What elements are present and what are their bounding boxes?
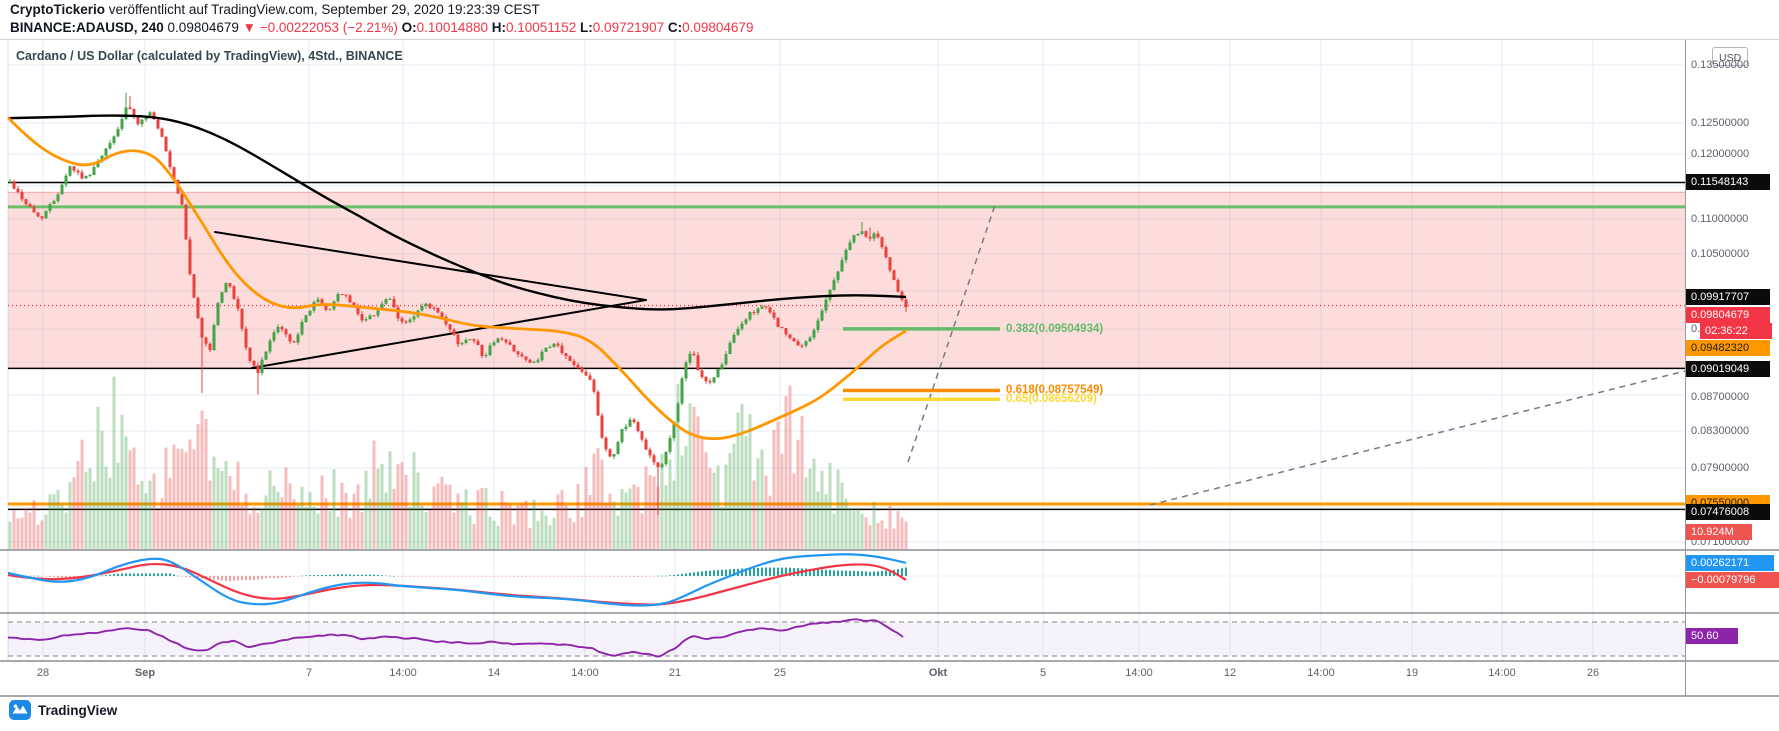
rsi-pane: [7, 618, 1685, 658]
fib-level-label: 0.382(0.09504934): [1006, 322, 1104, 335]
price-axis-label: 0.09482320: [1686, 340, 1770, 356]
ohlc-values: O:0.10014880 H:0.10051152 L:0.09721907 C…: [402, 20, 758, 35]
price-tick-label: 0.12000000: [1691, 148, 1750, 160]
price-axis-label: 0.07476008: [1686, 504, 1770, 520]
price-axis-label: 10.924M: [1686, 524, 1752, 540]
price-axis-label: −0.00079796: [1686, 572, 1779, 588]
time-tick-label: 26: [1586, 667, 1600, 679]
price-tick-label: 0.08700000: [1691, 391, 1750, 403]
ohlc-value: 0.10014880: [416, 20, 492, 35]
attribution-line: CryptoTickerio veröffentlicht auf Tradin…: [10, 2, 540, 17]
price-tick-label: 0.10500000: [1691, 248, 1750, 260]
time-tick-label: 5: [1039, 667, 1047, 679]
price-axis-label: 0.11548143: [1686, 174, 1770, 190]
time-tick-label: 14:00: [1125, 667, 1153, 679]
triangle-trendline: [214, 231, 647, 301]
footer-brand-text: TradingView: [38, 702, 118, 718]
ohlc-key: O:: [401, 20, 417, 35]
price-axis-label: 0.09804679: [1686, 307, 1770, 323]
price-tick-label: 0.07900000: [1691, 462, 1750, 474]
time-tick-label: 14: [487, 667, 501, 679]
ma-orange-line: [7, 116, 907, 441]
price-axis-label: 0.00262171: [1686, 555, 1774, 571]
dashed-trendline: [907, 204, 996, 463]
dashed-trendline: [1149, 370, 1686, 506]
time-tick-label: 25: [773, 667, 787, 679]
time-tick-label: 7: [305, 667, 313, 679]
macd-main-line: [7, 553, 907, 607]
price-change: ▼ −0.00222053 (−2.21%): [242, 20, 398, 35]
time-tick-label: 28: [36, 667, 50, 679]
ohlc-key: L:: [580, 20, 593, 35]
ma-black-line: [7, 114, 907, 311]
price-tick-label: 0.12500000: [1691, 117, 1750, 129]
time-tick-label: 14:00: [1488, 667, 1516, 679]
candle-countdown-label: 02:36:22: [1700, 323, 1772, 339]
price-axis-label: 50.60: [1686, 628, 1738, 644]
time-tick-label: Sep: [134, 667, 156, 679]
ohlc-value: 0.09804679: [682, 20, 758, 35]
time-tick-label: 12: [1223, 667, 1237, 679]
time-tick-label: Okt: [928, 667, 948, 679]
source-rest: veröffentlicht auf TradingView.com, Sept…: [105, 2, 540, 17]
currency-toggle-button[interactable]: USD: [1712, 47, 1748, 66]
fib-level-label: 0.618(0.08757549): [1006, 384, 1104, 397]
time-tick-label: 14:00: [389, 667, 417, 679]
candlesticks: [8, 92, 908, 516]
last-price: 0.09804679: [167, 20, 239, 35]
price-axis-label: 0.09917707: [1686, 289, 1770, 305]
ohlc-value: 0.10051152: [505, 20, 581, 35]
symbol-info-line: BINANCE:ADAUSD, 240 0.09804679 ▼ −0.0022…: [10, 20, 757, 35]
fib-level-label: 0.65(0.08656209): [1006, 393, 1097, 406]
price-tick-label: 0.08300000: [1691, 425, 1750, 437]
price-tick-label: 0.13500000: [1691, 59, 1750, 71]
macd-pane: [7, 553, 907, 607]
time-tick-label: 19: [1405, 667, 1419, 679]
ohlc-value: 0.09721907: [592, 20, 668, 35]
ohlc-key: C:: [667, 20, 683, 35]
symbol-name: BINANCE:ADAUSD, 240: [10, 20, 164, 35]
time-tick-label: 21: [668, 667, 682, 679]
chart-title: Cardano / US Dollar (calculated by Tradi…: [16, 49, 403, 63]
rsi-line: [7, 618, 904, 658]
ohlc-key: H:: [491, 20, 506, 35]
time-tick-label: 14:00: [1307, 667, 1335, 679]
resistance-zone: [8, 192, 1685, 369]
triangle-trendline: [251, 299, 647, 369]
volume-bars: [8, 376, 908, 549]
tradingview-logo-icon: [9, 699, 31, 721]
price-tick-label: 0.11000000: [1691, 213, 1749, 225]
time-tick-label: 14:00: [571, 667, 599, 679]
plot-drag-area[interactable]: [0, 40, 1685, 661]
source-name: CryptoTickerio: [10, 2, 106, 17]
price-axis-label: 0.09019049: [1686, 361, 1770, 377]
footer-brand[interactable]: TradingView: [9, 699, 117, 721]
